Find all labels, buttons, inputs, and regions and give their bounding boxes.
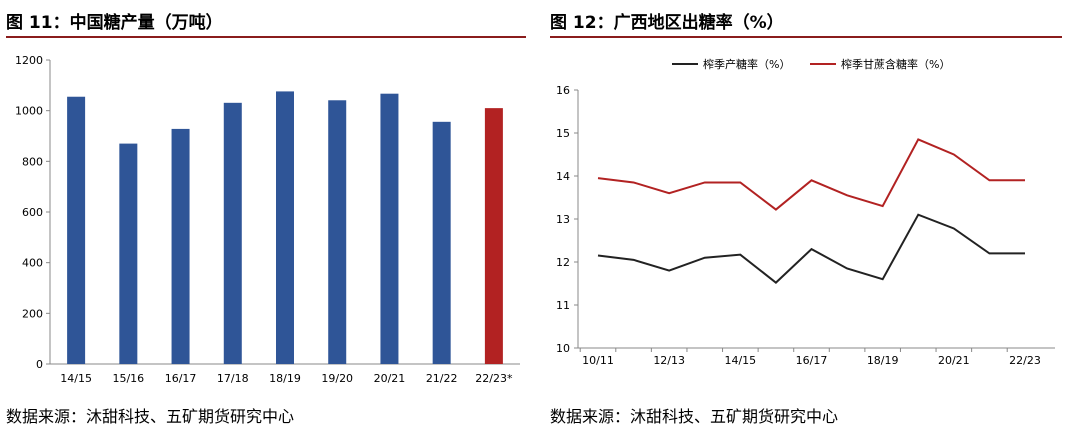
x-tick-label: 10/11 <box>582 354 614 367</box>
y-tick-label: 11 <box>556 299 570 312</box>
y-tick-label: 10 <box>556 342 570 355</box>
bar-21-22 <box>432 121 451 365</box>
y-tick-label: 0 <box>36 358 43 371</box>
bar-17-18 <box>223 102 242 365</box>
data-source-right: 数据来源：沐甜科技、五矿期货研究中心 <box>550 407 839 426</box>
chart-title-production: 图 11：中国糖产量（万吨） <box>6 13 223 33</box>
x-tick-label: 15/16 <box>112 372 144 385</box>
bar-19-20 <box>328 100 347 364</box>
series-line-cane-sugar-content <box>597 138 1025 211</box>
bar-14-15 <box>67 96 86 364</box>
title-divider-left <box>6 36 526 38</box>
x-tick-label: 22/23* <box>475 372 513 385</box>
x-tick-label: 18/19 <box>269 372 301 385</box>
bar-20-21 <box>380 93 399 365</box>
legend-label-1: 榨季甘蔗含糖率（%） <box>841 57 950 71</box>
y-tick-label: 1000 <box>15 105 43 118</box>
y-tick-label: 12 <box>556 256 570 269</box>
x-tick-label: 16/17 <box>165 372 197 385</box>
x-tick-label: 17/18 <box>217 372 249 385</box>
x-tick-label: 20/21 <box>938 354 970 367</box>
x-tick-label: 21/22 <box>426 372 458 385</box>
x-tick-label: 14/15 <box>724 354 756 367</box>
bar-18-19 <box>276 91 294 364</box>
title-divider-right <box>550 36 1062 38</box>
y-tick-label: 400 <box>22 257 43 270</box>
y-tick-label: 16 <box>556 84 570 97</box>
x-tick-label: 20/21 <box>374 372 406 385</box>
bar-15-16 <box>119 143 138 364</box>
x-tick-label: 16/17 <box>796 354 828 367</box>
y-tick-label: 200 <box>22 307 43 320</box>
bar-22-23- <box>484 108 503 364</box>
y-tick-label: 13 <box>556 213 570 226</box>
x-tick-label: 19/20 <box>321 372 353 385</box>
y-tick-label: 600 <box>22 206 43 219</box>
x-tick-label: 12/13 <box>653 354 685 367</box>
series-line-production-rate <box>597 213 1025 284</box>
data-source-left: 数据来源：沐甜科技、五矿期货研究中心 <box>6 407 295 426</box>
y-tick-label: 14 <box>556 170 570 183</box>
x-tick-label: 14/15 <box>60 372 92 385</box>
y-tick-label: 1200 <box>15 54 43 67</box>
bar-chart-sugar-production: 0 200 400 600 800 1000 1200 14/15 15/16 16/17 17/1… <box>15 54 520 385</box>
x-tick-label: 18/19 <box>867 354 899 367</box>
legend-label-0: 榨季产糖率（%） <box>703 57 790 71</box>
bar-16-17 <box>171 128 190 364</box>
y-tick-label: 800 <box>22 155 43 168</box>
y-tick-label: 15 <box>556 127 570 140</box>
chart-title-sugar-rate: 图 12：广西地区出糖率（%） <box>550 13 784 33</box>
x-tick-label: 22/23 <box>1009 354 1041 367</box>
